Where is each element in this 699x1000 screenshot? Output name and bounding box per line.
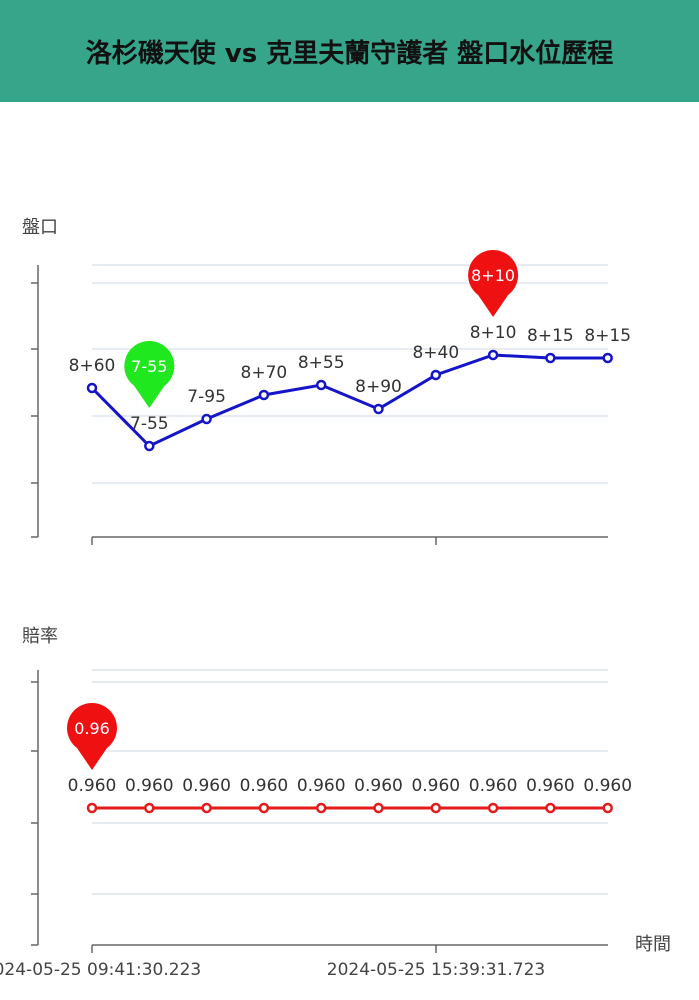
data-point [86, 802, 98, 814]
data-label: 0.960 [182, 776, 231, 796]
max-pin-shape [67, 703, 117, 770]
page-title: 洛杉磯天使 vs 克里夫蘭守護者 盤口水位歷程 [85, 38, 614, 69]
data-label: 0.960 [583, 776, 632, 796]
axes [31, 265, 608, 545]
data-label: 0.960 [411, 776, 460, 796]
data-point [602, 352, 613, 364]
data-label: 7-95 [187, 387, 226, 407]
grid-lines [92, 264, 608, 484]
max-pin: 0.96 [67, 703, 117, 770]
min-pin-shape [124, 341, 175, 408]
data-point [315, 802, 327, 814]
x-axis-label-time: 時間 [635, 934, 671, 955]
data-label: 8+10 [470, 323, 517, 343]
pins: 7-55 8+10 [124, 250, 519, 408]
data-label: 0.960 [125, 776, 174, 796]
odds-chart: 賠率 時間 0.960 0.960 0.960 0.960 0.960 0.960 0.96… [0, 626, 671, 980]
data-point [602, 802, 613, 814]
header-bar: 洛杉磯天使 vs 克里夫蘭守護者 盤口水位歷程 [0, 0, 699, 102]
data-label: 0.960 [297, 776, 346, 796]
data-label: 0.960 [240, 776, 289, 796]
min-pin-label: 7-55 [131, 357, 167, 376]
data-point [430, 369, 442, 381]
max-pin-label: 8+10 [471, 266, 515, 285]
grid-lines [92, 669, 608, 895]
data-point [487, 349, 499, 361]
data-label: 8+15 [584, 326, 631, 346]
x-tick-labels: 2024-05-25 09:41:30.223 2024-05-25 15:39:… [0, 960, 545, 980]
axes [31, 670, 608, 953]
series-line-odds [86, 802, 613, 814]
data-point [373, 403, 384, 415]
data-label: 0.960 [469, 776, 518, 796]
data-label: 8+40 [412, 343, 459, 363]
data-point [545, 352, 556, 364]
series-line [90, 353, 608, 448]
data-label: 8+60 [69, 356, 116, 376]
x-tick-label: 2024-05-25 15:39:31.723 [327, 960, 545, 980]
data-point [258, 802, 270, 814]
data-label: 0.960 [526, 776, 575, 796]
data-point [430, 802, 442, 814]
max-pin-label: 0.96 [74, 719, 110, 738]
data-label: 0.960 [68, 776, 117, 796]
data-point [86, 382, 98, 394]
y-axis-label-handicap: 盤口 [22, 217, 58, 238]
data-label: 7-55 [130, 414, 169, 434]
data-label: 8+70 [241, 363, 288, 383]
data-label: 8+90 [355, 377, 402, 397]
data-label: 8+55 [298, 353, 345, 373]
data-point [201, 802, 212, 814]
handicap-chart: 盤口 8+607-557-958+70 8+558+908+408+10 8+15 8… [22, 217, 631, 545]
data-point [545, 802, 556, 814]
data-point [144, 802, 155, 814]
data-point [487, 802, 499, 814]
x-tick-label: 2024-05-25 09:41:30.223 [0, 960, 201, 980]
data-label: 8+15 [527, 326, 574, 346]
data-labels: 8+60 7-55 7-95 8+70 8+55 8+90 8+40 8+10 8+15 8+15 [69, 323, 631, 434]
data-labels: 0.960 0.960 0.960 0.960 0.960 0.960 0.960 0.960… [68, 776, 632, 796]
series-line-handicap [86, 349, 613, 452]
data-point [258, 389, 270, 401]
max-pin-shape [468, 250, 519, 317]
data-point [201, 413, 212, 425]
min-pin: 7-55 [124, 341, 175, 408]
y-axis-label-odds: 賠率 [22, 626, 58, 647]
data-label: 0.960 [354, 776, 403, 796]
data-point [315, 379, 327, 391]
data-point [373, 802, 384, 814]
max-pin: 8+10 [468, 250, 519, 317]
data-point [144, 440, 155, 452]
pins: 0.96 [67, 703, 117, 770]
